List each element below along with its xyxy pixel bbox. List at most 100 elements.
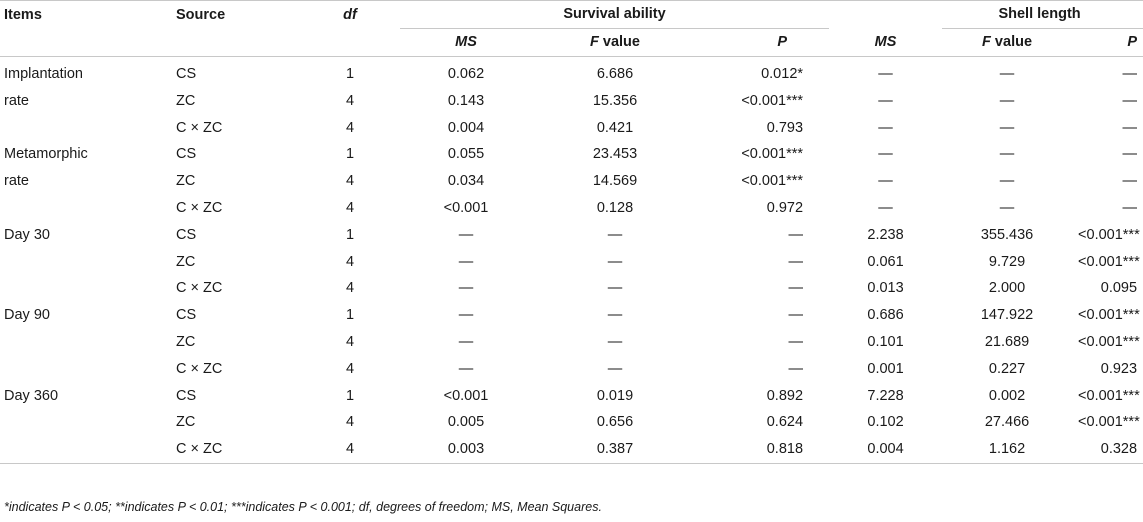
cell-survival-p: —: [788, 360, 804, 377]
cell-item: [0, 114, 170, 141]
cell-survival-p: <0.001***: [741, 173, 804, 190]
table-row: ZC 4 — — — 0.101 21.689 <0.001***: [0, 329, 1143, 356]
cell-source: ZC: [176, 173, 196, 190]
cell-survival-p: —: [788, 280, 804, 297]
cell-item: [0, 409, 170, 436]
cell-shell-p: 0.095: [1100, 280, 1138, 297]
cell-item: [0, 355, 170, 382]
cell-shell-p: 0.328: [1072, 435, 1143, 464]
cell-shell-p: —: [1122, 173, 1138, 190]
cell-source: CS: [176, 307, 197, 324]
cell-source: C × ZC: [176, 360, 223, 377]
cell-survival-ms: <0.001: [443, 387, 489, 404]
cell-shell-f: —: [999, 119, 1015, 136]
cell-survival-f: 14.569: [592, 173, 638, 190]
cell-survival-f: 0.656: [596, 414, 634, 431]
cell-survival-ms: 0.005: [447, 414, 485, 431]
cell-item: rate: [4, 173, 29, 190]
cell-shell-p: —: [1122, 65, 1138, 82]
cell-shell-f: 21.689: [984, 333, 1030, 350]
cell-source: CS: [176, 226, 197, 243]
cell-shell-ms: —: [878, 146, 893, 163]
cell-survival-f: 0.421: [596, 119, 634, 136]
header-shell-f-value: F value: [942, 28, 1073, 57]
cell-shell-ms: 7.228: [867, 387, 904, 404]
cell-survival-ms: 0.004: [447, 119, 485, 136]
cell-item: [0, 275, 170, 302]
table-row: C × ZC 4 <0.001 0.128 0.972 — — —: [0, 195, 1143, 222]
cell-shell-p: —: [1122, 199, 1138, 216]
table-row: Implantation CS 1 0.062 6.686 0.012* — — —: [0, 56, 1143, 87]
header-shell-p: P: [1072, 28, 1143, 57]
cell-shell-ms: 0.101: [867, 333, 904, 350]
cell-survival-p: —: [788, 307, 804, 324]
cell-df: 4: [345, 414, 355, 431]
cell-source: ZC: [176, 333, 196, 350]
cell-survival-p: 0.972: [766, 199, 804, 216]
cell-shell-ms: —: [878, 199, 893, 216]
cell-shell-p: —: [1122, 92, 1138, 109]
cell-survival-f: —: [607, 360, 623, 377]
cell-survival-f: 0.387: [532, 435, 698, 464]
cell-source: CS: [176, 65, 197, 82]
cell-shell-f: —: [999, 199, 1015, 216]
cell-df: 4: [345, 119, 355, 136]
cell-df: 4: [345, 253, 355, 270]
table-row: rate ZC 4 0.143 15.356 <0.001*** — — —: [0, 87, 1143, 114]
cell-shell-f: —: [999, 146, 1015, 163]
cell-shell-ms: 2.238: [867, 226, 904, 243]
table-row: Day 90 CS 1 — — — 0.686 147.922 <0.001***: [0, 302, 1143, 329]
cell-item: [0, 195, 170, 222]
cell-survival-ms: 0.143: [447, 92, 485, 109]
cell-survival-f: 6.686: [596, 65, 634, 82]
table-row: C × ZC 4 — — — 0.001 0.227 0.923: [0, 355, 1143, 382]
cell-survival-p: <0.001***: [741, 92, 804, 109]
cell-item: rate: [4, 92, 29, 109]
cell-shell-ms: 0.001: [867, 360, 904, 377]
cell-df: 4: [345, 280, 355, 297]
table-row: Day 30 CS 1 — — — 2.238 355.436 <0.001***: [0, 221, 1143, 248]
cell-item: [0, 435, 170, 464]
header-survival-f-value: F value: [532, 28, 698, 57]
cell-shell-ms: —: [878, 119, 893, 136]
cell-survival-f: —: [607, 253, 623, 270]
cell-shell-f: 27.466: [984, 414, 1030, 431]
cell-shell-p: <0.001***: [1078, 226, 1140, 243]
cell-shell-ms: 0.004: [829, 435, 943, 464]
cell-shell-f: 1.162: [942, 435, 1073, 464]
cell-survival-p: —: [788, 333, 804, 350]
anova-table: Items Source df Survival ability Shell l…: [0, 0, 1143, 464]
cell-shell-ms: 0.061: [867, 253, 904, 270]
cell-survival-f: 0.019: [596, 387, 634, 404]
cell-item: Implantation: [4, 65, 83, 82]
cell-item: Day 360: [4, 387, 59, 404]
cell-survival-p: 0.012*: [761, 65, 804, 82]
cell-source: C × ZC: [176, 199, 223, 216]
table-row: C × ZC 4 0.004 0.421 0.793 — — —: [0, 114, 1143, 141]
cell-survival-ms: —: [458, 333, 474, 350]
cell-source: ZC: [176, 414, 196, 431]
header-df: df: [300, 0, 400, 29]
table-row: C × ZC 4 — — — 0.013 2.000 0.095: [0, 275, 1143, 302]
cell-source: ZC: [176, 92, 196, 109]
cell-df: 4: [345, 333, 355, 350]
cell-item: [0, 248, 170, 275]
cell-shell-f: 0.002: [988, 387, 1026, 404]
cell-source: CS: [176, 387, 197, 404]
cell-shell-f: 2.000: [988, 280, 1026, 297]
cell-shell-p: <0.001***: [1078, 333, 1140, 350]
cell-df: 1: [345, 146, 355, 163]
cell-survival-p: 0.818: [698, 435, 830, 464]
cell-shell-ms: 0.013: [867, 280, 904, 297]
cell-item: Day 30: [4, 226, 50, 243]
cell-shell-ms: 0.102: [867, 414, 904, 431]
cell-df: 4: [345, 92, 355, 109]
cell-survival-f: —: [607, 307, 623, 324]
cell-df: 1: [345, 65, 355, 82]
cell-survival-ms: 0.055: [447, 146, 485, 163]
cell-survival-p: 0.892: [766, 387, 804, 404]
header-survival-ms: MS: [400, 28, 532, 57]
cell-survival-f: 23.453: [592, 146, 638, 163]
cell-shell-p: <0.001***: [1078, 307, 1140, 324]
